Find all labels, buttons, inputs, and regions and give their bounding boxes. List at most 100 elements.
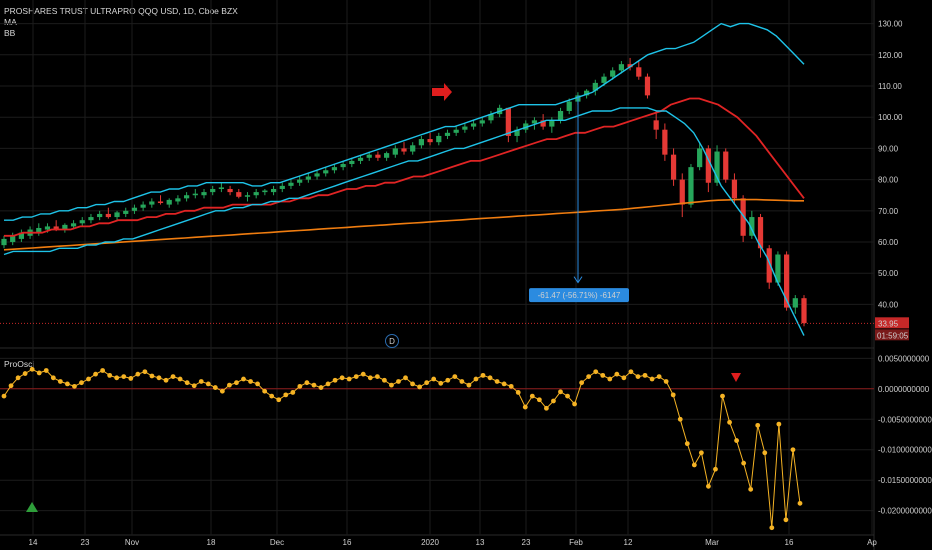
candle-body	[375, 154, 381, 158]
osc-point	[255, 381, 260, 387]
candle-body	[305, 176, 311, 180]
osc-tick-label: -0.0200000000	[878, 507, 932, 516]
osc-point	[128, 376, 134, 381]
osc-point	[649, 376, 655, 382]
osc-point	[360, 371, 366, 377]
dividend-marker-label: D	[389, 337, 395, 346]
osc-point	[459, 379, 465, 384]
candle-body	[349, 160, 355, 165]
osc-point	[64, 381, 70, 387]
oscillator-label: ProOsci	[4, 359, 35, 369]
price-tick-label: 90.00	[878, 144, 899, 153]
candle-body	[784, 254, 790, 308]
candle-body	[340, 164, 346, 168]
osc-point	[565, 393, 570, 399]
candle-body	[566, 101, 572, 111]
candle-body	[401, 148, 407, 152]
osc-point	[508, 383, 514, 389]
candle-body	[53, 226, 59, 230]
price-pane[interactable]	[0, 22, 874, 336]
candle-body	[288, 182, 294, 186]
time-tick-label: Ap	[867, 538, 877, 547]
candle-body	[627, 64, 633, 68]
candle-body	[462, 126, 468, 130]
osc-point	[234, 380, 239, 386]
price-tick-label: 120.00	[878, 51, 903, 60]
osc-point	[642, 372, 648, 378]
osc-point	[741, 460, 747, 466]
osc-point	[494, 379, 500, 384]
osc-point	[121, 374, 127, 379]
osc-tick-label: 0.0000000000	[878, 385, 930, 394]
time-tick-label: Mar	[705, 538, 719, 547]
osc-point	[522, 404, 528, 410]
candle-body	[79, 220, 85, 224]
osc-point	[389, 382, 394, 388]
indicator-bb-label: BB	[4, 28, 16, 38]
candle-body	[357, 157, 364, 161]
oscillator-pane[interactable]	[0, 366, 874, 531]
osc-point	[424, 380, 430, 386]
candle-body	[157, 201, 164, 204]
candle-body	[662, 129, 668, 155]
candle-body	[601, 76, 607, 83]
ma-orange-line	[3, 198, 804, 251]
candle-body	[105, 213, 111, 218]
price-tick-label: 70.00	[878, 207, 899, 216]
measure-label-box	[529, 288, 629, 303]
osc-point	[381, 377, 387, 383]
osc-point	[170, 374, 176, 379]
osc-point	[501, 381, 507, 387]
price-tick-label: 100.00	[878, 113, 903, 122]
osc-point	[86, 376, 91, 382]
candle-body	[114, 212, 120, 218]
candle-body	[453, 129, 459, 133]
candle-body	[366, 154, 372, 158]
candle-body	[44, 226, 51, 230]
candle-body	[766, 248, 772, 283]
candle-body	[314, 173, 320, 177]
candle-body	[592, 82, 598, 91]
candle-body	[618, 64, 624, 71]
osc-point	[339, 375, 345, 381]
candle-body	[801, 298, 807, 324]
osc-point	[149, 373, 155, 379]
osc-point	[628, 369, 634, 375]
osc-point	[212, 385, 218, 390]
osc-point	[15, 375, 21, 381]
bb-upper-line	[4, 22, 805, 221]
candle-body	[470, 123, 477, 127]
candle-body	[444, 132, 451, 136]
candle-body	[679, 179, 685, 205]
candle-body	[436, 135, 442, 143]
osc-point	[262, 388, 268, 394]
osc-point	[529, 393, 535, 399]
time-tick-label: 14	[29, 538, 38, 547]
price-tick-label: 110.00	[878, 82, 902, 91]
candle-body	[297, 179, 303, 183]
candle-body	[653, 120, 659, 130]
osc-point	[410, 381, 415, 387]
candle-body	[270, 188, 277, 193]
candle-body	[323, 170, 329, 174]
osc-point	[22, 371, 28, 376]
bb-lower-line	[3, 107, 805, 336]
osc-point	[248, 379, 253, 384]
osc-point	[515, 390, 521, 395]
candle-body	[184, 195, 190, 199]
candle-body	[775, 254, 781, 283]
red-arrow-icon	[432, 83, 452, 101]
candle-body	[670, 154, 677, 180]
osc-point	[691, 462, 697, 468]
osc-point	[544, 405, 549, 411]
candle-body	[192, 193, 198, 196]
osc-point	[698, 450, 704, 456]
osc-point	[100, 368, 106, 373]
osc-point	[762, 450, 768, 456]
osc-point	[43, 368, 49, 373]
candle-body	[636, 67, 642, 77]
osc-point	[191, 383, 197, 389]
buy-signal-icon	[26, 502, 38, 512]
osc-point	[135, 371, 141, 377]
